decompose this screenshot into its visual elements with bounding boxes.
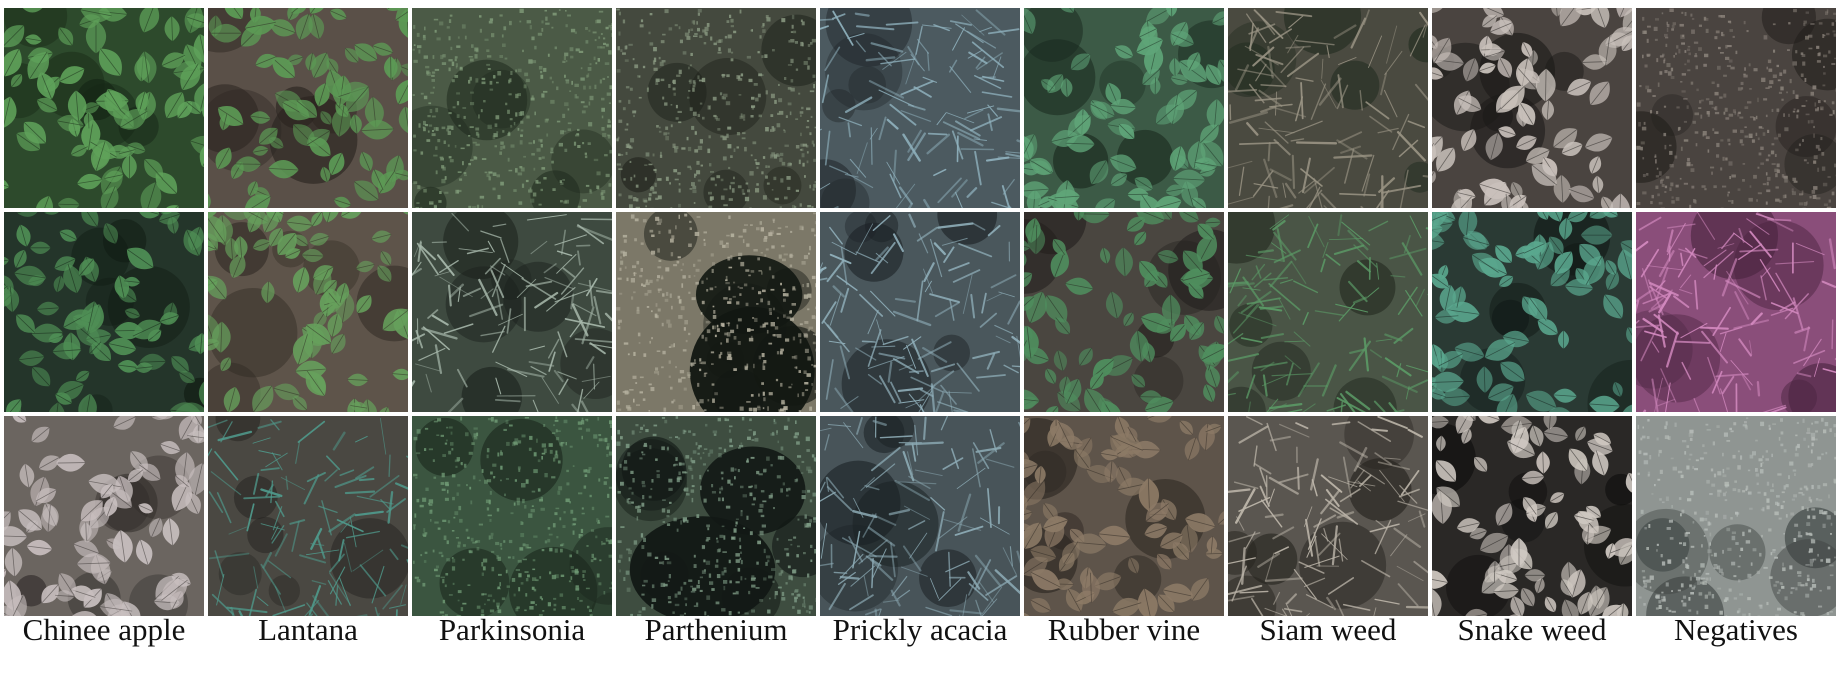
texture-image — [208, 8, 408, 208]
texture-image — [1636, 416, 1836, 616]
column-label-parkinsonia: Parkinsonia — [438, 612, 586, 647]
sample-image-siam-weed-2 — [1228, 212, 1428, 412]
column-label-rubber-vine: Rubber vine — [1047, 612, 1201, 647]
column-label-snake-weed: Snake weed — [1457, 612, 1607, 647]
sample-image-negatives-2 — [1636, 212, 1836, 412]
texture-image — [616, 8, 816, 208]
image-grid — [4, 8, 1836, 616]
texture-image — [1432, 8, 1632, 208]
texture-image — [1228, 416, 1428, 616]
sample-image-parkinsonia-1 — [412, 8, 612, 208]
texture-image — [4, 212, 204, 412]
texture-image — [820, 8, 1020, 208]
sample-image-siam-weed-1 — [1228, 8, 1428, 208]
column-label-negatives: Negatives — [1674, 612, 1798, 647]
texture-image — [1228, 212, 1428, 412]
texture-image — [820, 212, 1020, 412]
texture-image — [1636, 212, 1836, 412]
sample-image-parkinsonia-2 — [412, 212, 612, 412]
sample-image-rubber-vine-3 — [1024, 416, 1224, 616]
sample-image-snake-weed-1 — [1432, 8, 1632, 208]
texture-image — [616, 212, 816, 412]
texture-image — [1024, 416, 1224, 616]
sample-image-lantana-3 — [208, 416, 408, 616]
sample-image-snake-weed-2 — [1432, 212, 1632, 412]
column-label-chinee-apple: Chinee apple — [22, 612, 186, 647]
texture-image — [1024, 8, 1224, 208]
texture-image — [412, 416, 612, 616]
column-label-siam-weed: Siam weed — [1259, 612, 1397, 647]
sample-image-chinee-apple-1 — [4, 8, 204, 208]
sample-image-parthenium-1 — [616, 8, 816, 208]
texture-image — [412, 8, 612, 208]
sample-image-lantana-1 — [208, 8, 408, 208]
sample-image-prickly-acacia-3 — [820, 416, 1020, 616]
sample-image-parkinsonia-3 — [412, 416, 612, 616]
texture-image — [208, 416, 408, 616]
sample-image-snake-weed-3 — [1432, 416, 1632, 616]
sample-image-chinee-apple-3 — [4, 416, 204, 616]
sample-image-parthenium-2 — [616, 212, 816, 412]
sample-image-negatives-1 — [1636, 8, 1836, 208]
texture-image — [412, 212, 612, 412]
column-label-parthenium: Parthenium — [644, 612, 788, 647]
texture-image — [4, 8, 204, 208]
sample-image-siam-weed-3 — [1228, 416, 1428, 616]
sample-image-chinee-apple-2 — [4, 212, 204, 412]
texture-image — [4, 416, 204, 616]
sample-image-lantana-2 — [208, 212, 408, 412]
sample-image-negatives-3 — [1636, 416, 1836, 616]
texture-image — [1432, 416, 1632, 616]
sample-image-prickly-acacia-1 — [820, 8, 1020, 208]
texture-image — [616, 416, 816, 616]
sample-image-rubber-vine-2 — [1024, 212, 1224, 412]
column-labels: Chinee apple Lantana Parkinsonia Parthenium… — [4, 612, 1836, 648]
column-label-lantana: Lantana — [258, 612, 358, 647]
texture-image — [208, 212, 408, 412]
texture-image — [1636, 8, 1836, 208]
texture-image — [1228, 8, 1428, 208]
sample-image-prickly-acacia-2 — [820, 212, 1020, 412]
column-label-prickly-acacia: Prickly acacia — [832, 612, 1008, 647]
texture-image — [820, 416, 1020, 616]
sample-image-parthenium-3 — [616, 416, 816, 616]
texture-image — [1432, 212, 1632, 412]
texture-image — [1024, 212, 1224, 412]
sample-image-rubber-vine-1 — [1024, 8, 1224, 208]
